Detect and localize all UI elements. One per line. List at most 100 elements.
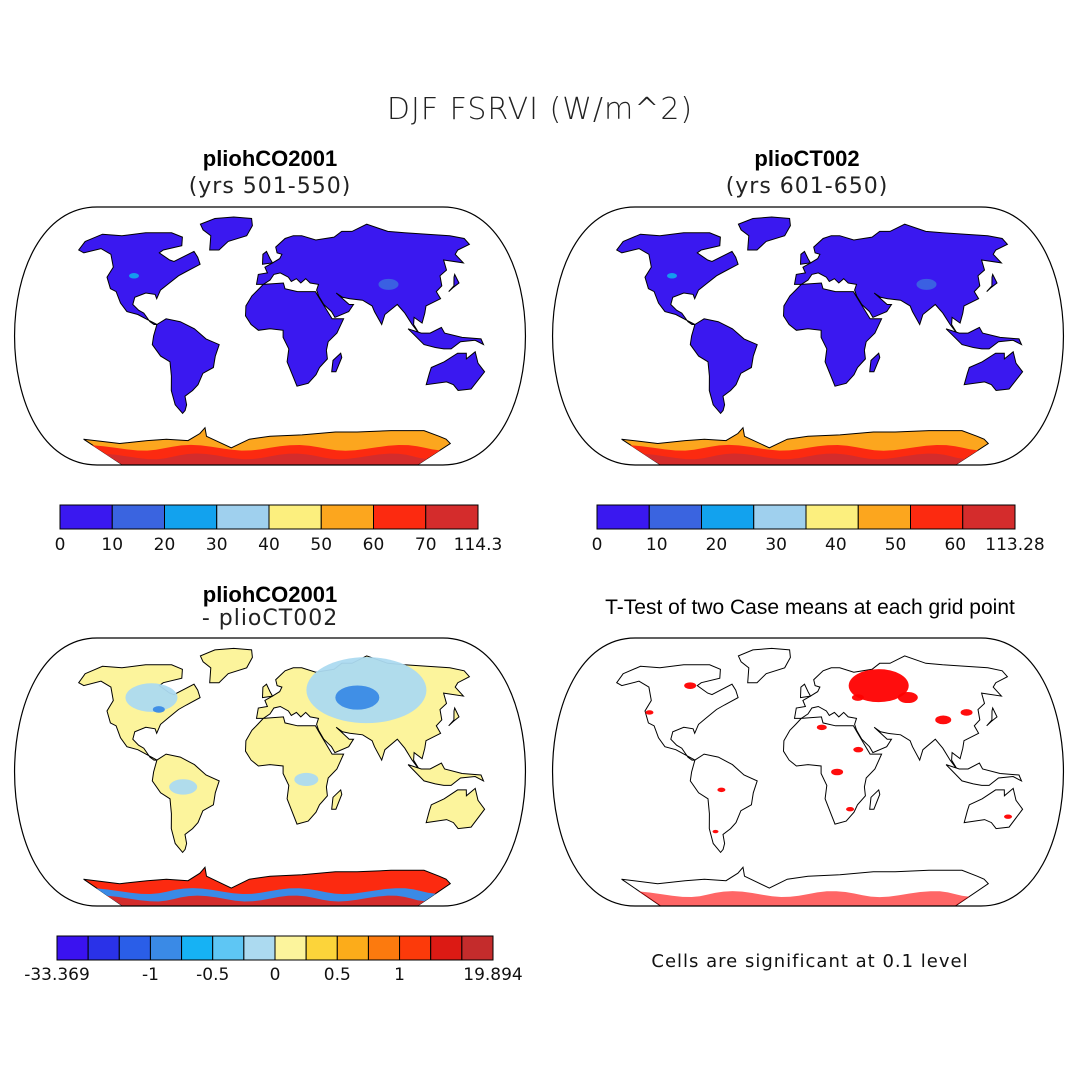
- ice-band: [638, 891, 970, 906]
- continent-eurasia: [793, 223, 1009, 335]
- colorbar-tick-label: 20: [153, 535, 176, 555]
- colorbar-swatch: [149, 935, 183, 961]
- colorbar-tick-label: 1: [394, 965, 405, 985]
- colorbar-tick-label: -1: [141, 965, 159, 985]
- colorbar-tick-label: 60: [944, 535, 967, 555]
- continent-northAmerica: [615, 664, 739, 761]
- field-patch: [831, 768, 844, 776]
- colorbar-swatch: [56, 935, 89, 961]
- figure-title: DJF FSRVI (W/m^2): [386, 92, 694, 127]
- ice-band: [104, 453, 427, 465]
- continent-southAmerica: [689, 318, 758, 415]
- continent-uk: [261, 683, 274, 699]
- field-patch: [125, 683, 178, 712]
- map-frame: [14, 637, 526, 907]
- continent-indonesia: [407, 326, 485, 350]
- colorbar-tick-label: 50: [310, 535, 333, 555]
- continent-uk: [799, 683, 812, 699]
- colorbar-tick-label: 0: [591, 535, 603, 555]
- colorbar-tick-label: 10: [101, 535, 124, 555]
- field-patch: [717, 787, 726, 793]
- field-patch: [935, 715, 952, 725]
- map-frame: [13, 206, 527, 466]
- panel2-title: plioCT002: [754, 146, 860, 171]
- colorbar-swatch: [87, 935, 120, 961]
- colorbar-swatch: [216, 504, 270, 530]
- field-patch: [853, 746, 864, 753]
- colorbar-tick-label: 70: [414, 535, 437, 555]
- continent-southAmerica: [689, 753, 758, 854]
- panel3-subtitle: - plioCT002: [201, 606, 339, 631]
- map-panel4: [552, 637, 1064, 907]
- colorbar-swatch: [59, 504, 113, 530]
- continent-japan: [986, 272, 998, 292]
- colorbar-swatch: [430, 935, 463, 961]
- colorbar-tick-label: 30: [205, 535, 228, 555]
- colorbar-panel2: [596, 504, 1016, 530]
- colorbar-tick-label: 0: [54, 535, 66, 555]
- panel2-subtitle: (yrs 601-650): [725, 174, 889, 199]
- continent-eurasia: [793, 655, 1009, 771]
- colorbar-swatch: [305, 935, 338, 961]
- colorbar-tick-label: 19.894: [463, 965, 523, 985]
- field-patch: [645, 710, 654, 715]
- colorbar-swatch: [181, 935, 214, 961]
- colorbar-swatch: [367, 935, 401, 961]
- field-patch: [916, 278, 937, 290]
- map-panel3: [14, 637, 526, 907]
- panel4-title: T-Test of two Case means at each grid po…: [605, 596, 1015, 619]
- continent-northAmerica: [77, 664, 201, 761]
- ice-band: [107, 895, 425, 906]
- colorbar-swatch: [373, 504, 427, 530]
- field-patch: [816, 724, 827, 731]
- colorbar-tick-label: 60: [362, 535, 385, 555]
- continent-africa: [244, 282, 345, 387]
- continent-madagascar: [331, 352, 343, 373]
- significance-note: Cells are significant at 0.1 level: [651, 951, 969, 972]
- field-patch: [684, 682, 697, 689]
- colorbar-tick-label: 0.5: [323, 965, 351, 985]
- colorbar-tick-label: 0: [269, 965, 281, 985]
- colorbar-swatch: [118, 935, 151, 961]
- colorbar-swatch: [857, 504, 911, 530]
- map-panel2: [551, 206, 1065, 466]
- field-patch: [848, 669, 909, 703]
- continent-australia: [425, 350, 486, 392]
- continent-greenland: [199, 647, 253, 684]
- colorbar-tick-label: 10: [645, 535, 668, 555]
- field-patch: [128, 273, 139, 279]
- continent-japan: [448, 272, 460, 292]
- field-patch: [712, 829, 719, 834]
- colorbar-tick-label: -33.369: [24, 965, 90, 985]
- ice-band: [642, 453, 965, 465]
- colorbar-tick-label: 50: [884, 535, 907, 555]
- continent-japan: [986, 706, 998, 727]
- continent-greenland: [199, 216, 253, 251]
- panel3-title: pliohCO2001: [202, 582, 338, 607]
- continent-australia: [425, 787, 486, 830]
- colorbar-swatch: [164, 504, 218, 530]
- continent-madagascar: [331, 788, 343, 810]
- continent-indonesia: [945, 326, 1023, 350]
- colorbar-tick-label: 30: [765, 535, 787, 555]
- colorbar-swatch: [701, 504, 755, 530]
- field-patch: [169, 779, 198, 795]
- continent-northAmerica: [615, 232, 739, 325]
- panel1-subtitle: (yrs 501-550): [188, 174, 352, 199]
- colorbar-tick-label: 114.3: [453, 535, 503, 555]
- colorbar-panel3: [56, 935, 494, 961]
- field-patch: [378, 278, 399, 290]
- continent-greenland: [737, 216, 791, 251]
- continent-indonesia: [945, 762, 1023, 786]
- field-patch: [846, 807, 855, 812]
- continent-africa: [244, 716, 345, 825]
- map-frame: [551, 206, 1065, 466]
- continent-indonesia: [407, 762, 485, 786]
- colorbar-swatch: [805, 504, 859, 530]
- field-patch: [960, 709, 973, 716]
- colorbar-swatch: [596, 504, 650, 530]
- continent-uk: [799, 250, 812, 265]
- colorbar-swatch: [648, 504, 702, 530]
- colorbar-swatch: [425, 504, 479, 530]
- colorbar-panel1: [59, 504, 479, 530]
